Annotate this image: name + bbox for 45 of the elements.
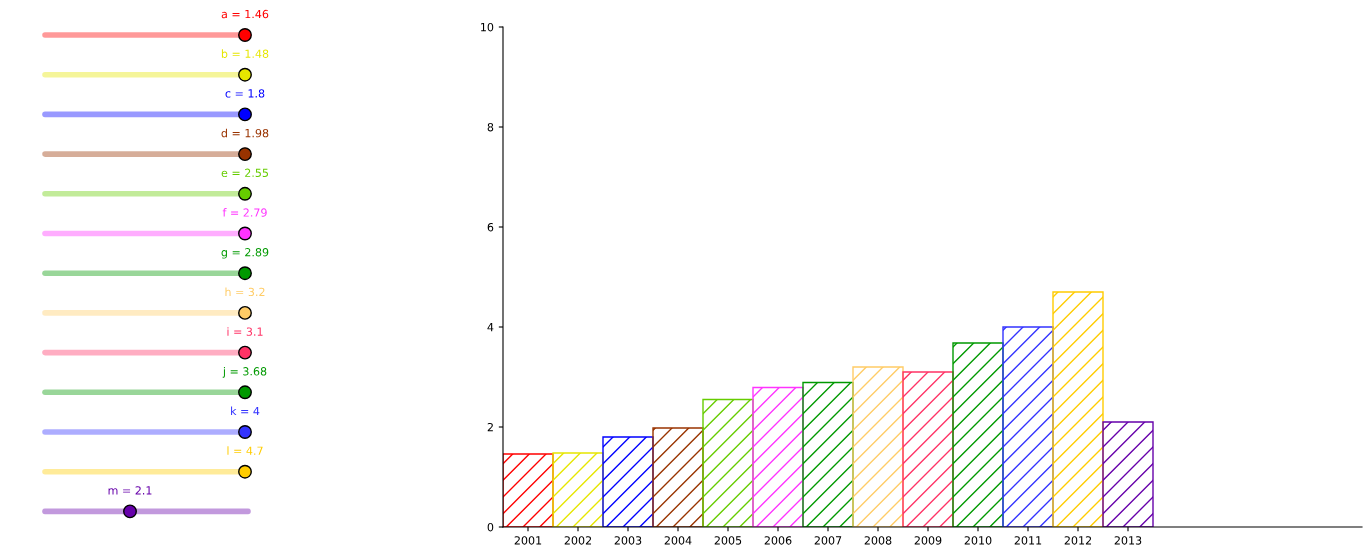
text: j = 3.68 bbox=[222, 366, 267, 378]
x-tick-label: 2010 bbox=[964, 536, 992, 545]
bar bbox=[652, 427, 704, 527]
bar bbox=[752, 386, 804, 527]
bar bbox=[1102, 421, 1154, 527]
text: d = 1.98 bbox=[221, 128, 269, 138]
bar bbox=[552, 452, 604, 527]
x-tick-label: 2001 bbox=[514, 536, 542, 545]
x-tick-label: 2012 bbox=[1064, 536, 1092, 545]
text: k = 4 bbox=[231, 406, 260, 416]
x-tick-label: 2008 bbox=[864, 536, 892, 545]
text: e = 2.55 bbox=[221, 168, 268, 178]
y-tick-label: 8 bbox=[487, 122, 494, 132]
bar bbox=[602, 436, 654, 527]
y-tick-label: 10 bbox=[481, 22, 494, 32]
y-tick-label: 0 bbox=[487, 522, 494, 532]
text: g = 2.89 bbox=[221, 248, 269, 259]
bar bbox=[503, 453, 554, 527]
text: b = 1.48 bbox=[221, 49, 269, 58]
bar bbox=[952, 342, 1004, 527]
x-tick-label: 2003 bbox=[614, 536, 642, 545]
x-tick-label: 2011 bbox=[1014, 536, 1042, 545]
bar bbox=[852, 366, 904, 527]
x-tick-label: 2013 bbox=[1114, 536, 1142, 545]
y-tick-label: 4 bbox=[487, 323, 494, 332]
y-tick-label: 2 bbox=[487, 422, 493, 432]
x-tick-label: 2005 bbox=[714, 536, 742, 545]
bar bbox=[1002, 326, 1054, 527]
text: i = 3.1 bbox=[227, 327, 263, 336]
y-tick-label: 6 bbox=[487, 222, 494, 232]
text: f = 2.79 bbox=[222, 208, 267, 217]
text: m = 2.1 bbox=[108, 486, 152, 495]
x-tick-label: 2002 bbox=[564, 536, 592, 545]
x-tick-label: 2007 bbox=[814, 536, 842, 545]
bar bbox=[802, 381, 854, 527]
text: c = 1.8 bbox=[225, 89, 265, 98]
bar bbox=[902, 371, 954, 527]
bar bbox=[1052, 291, 1104, 527]
x-tick-label: 2004 bbox=[664, 536, 692, 545]
text: h = 3.2 bbox=[225, 287, 265, 297]
text: a = 1.46 bbox=[221, 9, 269, 19]
x-tick-label: 2006 bbox=[764, 536, 792, 545]
bar bbox=[702, 398, 754, 527]
x-tick-label: 2009 bbox=[914, 536, 942, 545]
text: l = 4.7 bbox=[227, 446, 263, 455]
